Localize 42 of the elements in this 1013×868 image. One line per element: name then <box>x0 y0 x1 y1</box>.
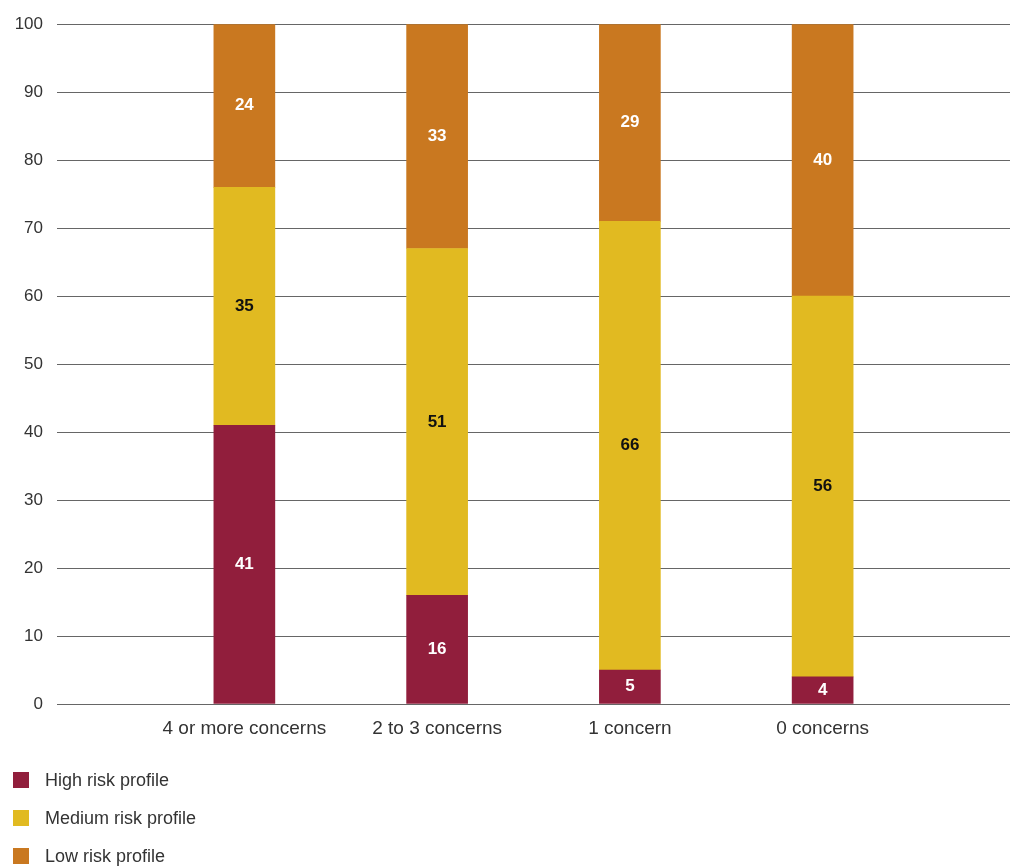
legend-label: Medium risk profile <box>45 807 197 829</box>
bar <box>791 24 854 297</box>
y-tick-label: 10 <box>24 625 43 645</box>
data-label: 16 <box>427 639 447 659</box>
y-tick-label: 50 <box>24 353 43 373</box>
y-tick-label: 30 <box>24 489 43 509</box>
data-label: 56 <box>813 476 833 496</box>
y-tick-label: 90 <box>24 81 43 101</box>
data-label: 29 <box>620 112 640 132</box>
bar <box>213 24 276 188</box>
data-label: 5 <box>625 676 635 696</box>
bar <box>599 221 661 671</box>
x-tick-label: 4 or more concerns <box>162 716 327 738</box>
bar <box>213 187 276 426</box>
data-label: 51 <box>427 411 447 431</box>
y-tick-label: 80 <box>24 149 43 169</box>
y-tick-label: 100 <box>14 13 43 33</box>
bar <box>791 295 854 678</box>
data-label: 40 <box>813 149 833 169</box>
bar <box>599 24 661 222</box>
y-tick-label: 0 <box>33 693 43 713</box>
y-tick-label: 20 <box>24 557 43 577</box>
data-label: 24 <box>234 95 255 115</box>
data-label: 33 <box>427 126 447 146</box>
x-tick-label: 0 concerns <box>776 716 870 738</box>
x-tick-label: 2 to 3 concerns <box>372 716 503 738</box>
x-tick-label: 1 concern <box>588 716 672 738</box>
bar <box>599 669 661 704</box>
bar <box>406 24 468 249</box>
legend-label: Low risk profile <box>45 845 166 867</box>
bar <box>791 676 854 704</box>
data-label: 35 <box>234 296 254 315</box>
y-tick-label: 60 <box>24 285 43 305</box>
data-label: 66 <box>620 435 640 455</box>
data-label: 41 <box>234 554 254 574</box>
y-tick-label: 70 <box>24 217 43 237</box>
legend-label: High risk profile <box>45 769 170 791</box>
bar <box>406 594 468 704</box>
bar <box>213 424 276 704</box>
bar <box>406 248 468 596</box>
data-label: 4 <box>817 679 828 699</box>
y-tick-label: 40 <box>24 421 43 441</box>
